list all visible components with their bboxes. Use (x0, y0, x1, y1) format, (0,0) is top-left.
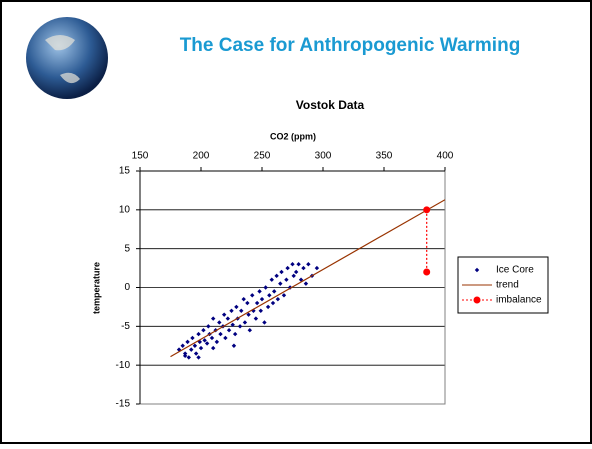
data-point (270, 300, 276, 306)
data-point (204, 341, 210, 346)
data-point (239, 308, 244, 313)
data-point (190, 335, 195, 341)
x-tick-label: 150 (132, 151, 149, 162)
data-point (214, 339, 220, 345)
data-point (196, 355, 201, 360)
legend-marker (473, 296, 481, 304)
data-point (301, 265, 306, 271)
data-point (258, 308, 263, 313)
y-tick-label: -10 (116, 360, 131, 371)
earth-icon (26, 17, 108, 99)
data-point (279, 269, 284, 275)
data-point (185, 339, 190, 345)
data-point (253, 316, 259, 321)
data-point (423, 268, 431, 276)
data-point (242, 320, 248, 325)
data-point (250, 293, 255, 298)
data-point (265, 304, 271, 310)
data-point (259, 296, 265, 302)
data-point (232, 331, 238, 337)
data-point (296, 262, 301, 267)
data-point (272, 289, 277, 294)
y-tick-label: -5 (121, 321, 130, 332)
data-point (223, 335, 228, 341)
data-point (197, 339, 202, 345)
data-point (290, 262, 295, 267)
data-point (281, 293, 287, 298)
data-point (192, 343, 198, 348)
y-tick-label: 10 (119, 204, 131, 215)
legend-label: trend (496, 280, 519, 291)
y-axis-label: temperature (91, 262, 101, 314)
x-tick-label: 300 (315, 151, 332, 162)
chart-title: Vostok Data (296, 98, 365, 112)
data-point (231, 343, 237, 348)
data-point (267, 293, 272, 298)
earth-clouds (45, 35, 80, 84)
data-point (246, 312, 251, 317)
data-point (234, 304, 239, 310)
data-point (180, 343, 185, 348)
data-point (229, 308, 234, 313)
data-point (198, 345, 204, 351)
data-point (189, 347, 194, 352)
y-tick-label: -15 (116, 399, 131, 410)
data-point (284, 277, 289, 282)
y-tick-label: 0 (124, 282, 130, 293)
data-point (201, 328, 206, 333)
data-point (306, 262, 311, 267)
data-point (226, 328, 232, 333)
legend-marker (474, 267, 480, 273)
data-point (225, 316, 231, 321)
data-point (237, 324, 243, 329)
data-point (196, 331, 201, 337)
trend-line (170, 199, 445, 358)
data-point (245, 300, 250, 306)
slide-title: The Case for Anthropogenic Warming (180, 35, 521, 56)
data-point (263, 285, 268, 290)
data-point (278, 281, 283, 286)
data-point (257, 289, 262, 294)
data-point (186, 355, 191, 360)
data-point (193, 351, 199, 356)
y-tick-label: 5 (124, 243, 130, 254)
data-point (217, 320, 222, 325)
x-tick-label: 200 (193, 151, 210, 162)
data-point (274, 273, 279, 279)
data-point (285, 265, 290, 271)
x-tick-label: 400 (437, 151, 454, 162)
data-point (182, 351, 188, 356)
y-tick-label: 15 (119, 166, 131, 177)
data-point (269, 277, 274, 282)
data-point (221, 312, 227, 317)
data-point (209, 335, 215, 341)
data-point (314, 265, 320, 271)
data-point (211, 316, 216, 321)
data-point (291, 273, 296, 279)
data-point (262, 320, 267, 325)
data-point (241, 296, 246, 302)
x-tick-label: 350 (376, 151, 393, 162)
data-point (202, 338, 207, 343)
data-point (182, 353, 188, 359)
data-point (254, 300, 260, 306)
data-point (206, 324, 211, 329)
data-point (230, 322, 235, 327)
data-point (247, 328, 252, 333)
data-point (275, 296, 281, 302)
legend-label: imbalance (496, 295, 542, 306)
data-point (293, 269, 299, 275)
data-point (218, 331, 223, 337)
data-point (211, 345, 216, 351)
x-tick-label: 250 (254, 151, 271, 162)
data-point (423, 206, 431, 214)
x-axis-label: CO2 (ppm) (270, 131, 316, 141)
data-point (303, 281, 309, 286)
legend-label: Ice Core (496, 265, 534, 276)
